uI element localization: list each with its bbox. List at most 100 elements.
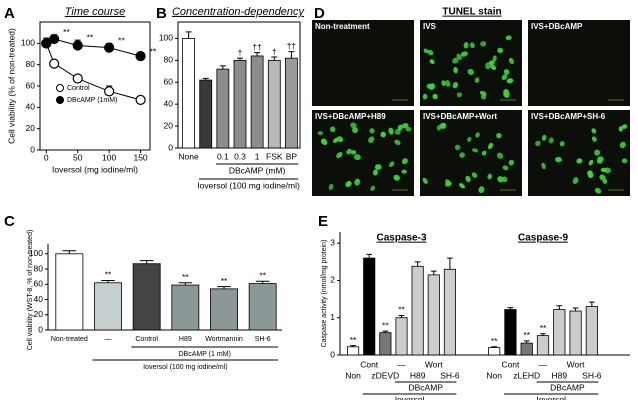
stained-nucleus [380, 131, 386, 138]
bar [504, 309, 517, 356]
stained-nucleus [502, 176, 508, 183]
x-tick-label: H89 [179, 336, 192, 343]
bar [443, 268, 456, 356]
y-tick-label: 20 [164, 120, 174, 130]
stained-nucleus [369, 128, 375, 134]
bar [267, 59, 281, 149]
stained-nucleus [576, 158, 583, 164]
bar [199, 79, 213, 149]
y-tick-label: 60 [34, 279, 44, 289]
x-tick-label: Wort [567, 359, 585, 369]
data-point [72, 40, 83, 51]
image-label: IVS+DBcAMP+SH-6 [531, 112, 606, 121]
data-point [135, 51, 146, 62]
significance-mark: †† [252, 42, 262, 52]
stained-nucleus [475, 132, 480, 138]
stained-nucleus [456, 92, 463, 98]
stained-nucleus [317, 131, 324, 136]
stained-nucleus [602, 178, 608, 184]
stained-nucleus [487, 142, 494, 150]
stained-nucleus [618, 126, 623, 132]
stained-nucleus [436, 124, 442, 131]
stained-nucleus [490, 64, 497, 71]
y-tick-label: 40 [26, 102, 36, 112]
stained-nucleus [481, 150, 487, 156]
stained-nucleus [467, 68, 475, 75]
stained-nucleus [572, 177, 579, 185]
significance-mark: ** [150, 46, 157, 56]
group-label: DBcAMP (1 mM) [178, 351, 230, 358]
x-tick-label: Wortmannin [205, 336, 243, 343]
stained-nucleus [368, 136, 375, 144]
stained-nucleus [463, 42, 469, 49]
x-axis-label: Ioversol (mg iodine/ml) [52, 164, 138, 174]
y-axis-label: Caspase activity (nmol/mg protein) [321, 240, 328, 348]
image-label: Non-treatment [315, 22, 370, 31]
image-label: IVS [423, 22, 437, 31]
x-tick-label: 0 [44, 152, 49, 162]
stained-nucleus [393, 174, 400, 181]
stained-nucleus [541, 134, 547, 141]
legend-label: Control [67, 85, 90, 92]
y-tick-label: 60 [164, 77, 174, 87]
bar [94, 282, 122, 331]
y-tick-label: 20 [34, 309, 44, 319]
micrograph [528, 110, 630, 196]
stained-nucleus [503, 69, 510, 75]
bar [553, 309, 566, 356]
x-tick-label: — [105, 336, 112, 343]
data-point [41, 38, 52, 49]
significance-mark: ** [63, 27, 70, 37]
stained-nucleus [444, 181, 452, 187]
stained-nucleus [621, 124, 628, 129]
data-point [104, 42, 115, 53]
x-tick-label: H89 [410, 370, 426, 380]
stained-nucleus [337, 136, 344, 143]
bar [363, 257, 376, 356]
bar [216, 68, 230, 149]
panel-title: TUNEL stain [442, 7, 501, 18]
stained-nucleus [353, 154, 361, 161]
stained-nucleus [429, 59, 435, 65]
stained-nucleus [535, 140, 541, 147]
bar [520, 342, 533, 356]
bar [233, 59, 247, 149]
y-tick-label: 0 [30, 144, 35, 154]
bar [182, 38, 195, 149]
x-tick-label: Control [135, 336, 158, 343]
x-tick-label: Non [345, 370, 361, 380]
bar [210, 288, 238, 331]
x-tick-label: None [178, 151, 199, 161]
stained-nucleus [346, 148, 352, 155]
y-tick-label: 0 [330, 349, 335, 359]
stained-nucleus [485, 62, 491, 70]
stained-nucleus [422, 177, 428, 184]
group-label: DBcAMP [408, 382, 443, 392]
stained-nucleus [497, 176, 504, 183]
significance-mark: ** [350, 335, 357, 345]
bar [250, 55, 264, 149]
group-title: Caspase-9 [518, 233, 568, 244]
significance-mark: ** [382, 320, 389, 330]
stained-nucleus [345, 181, 352, 187]
y-tick-label: 2 [330, 275, 335, 285]
panel-title: Time course [65, 6, 125, 18]
bar [248, 283, 277, 331]
x-tick-label: Non-treated [51, 336, 88, 343]
stained-nucleus [389, 161, 395, 168]
stained-nucleus [474, 77, 480, 84]
image-label: IVS+DBcAMP [531, 22, 583, 31]
x-tick-label: BP [286, 151, 298, 161]
stained-nucleus [320, 138, 328, 146]
stained-nucleus [441, 80, 446, 87]
stained-nucleus [336, 152, 343, 159]
micrograph [312, 110, 414, 196]
y-tick-label: 3 [330, 237, 335, 247]
panel-letter: D [314, 5, 325, 22]
legend-label: DBcAMP (1mM) [67, 97, 117, 104]
stained-nucleus [502, 165, 509, 171]
stained-nucleus [597, 156, 604, 162]
group-label: Ioversol (100 mg iodine/ml) [143, 364, 227, 371]
x-tick-label: FSK [266, 151, 283, 161]
stained-nucleus [405, 126, 412, 132]
